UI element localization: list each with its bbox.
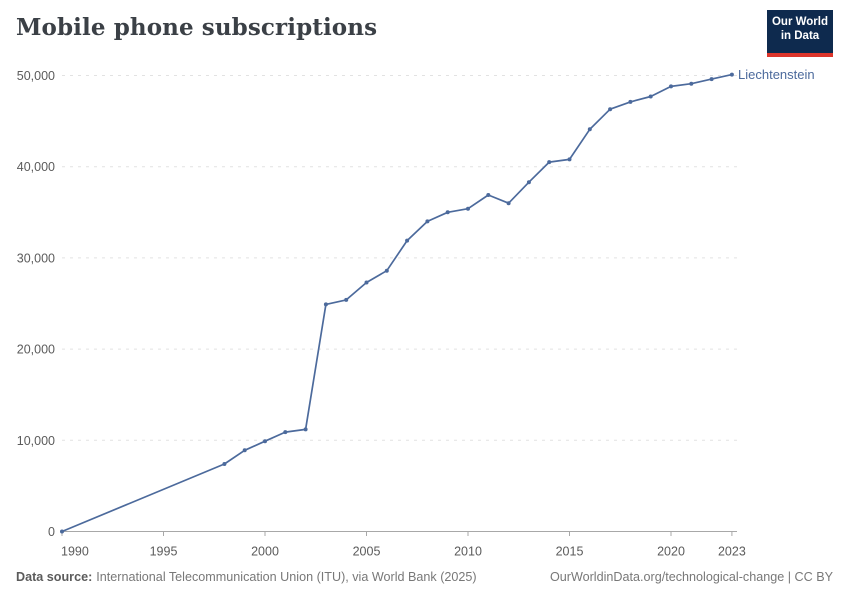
y-axis-tick-label: 30,000 (17, 251, 55, 265)
data-source-text: International Telecommunication Union (I… (96, 570, 477, 584)
data-point (263, 439, 267, 444)
credit-link[interactable]: OurWorldinData.org/technological-change … (549, 570, 833, 584)
data-source-note: Data source: International Telecommunicat… (16, 570, 477, 584)
y-axis-tick-label: 50,000 (17, 69, 55, 83)
data-point (547, 160, 552, 165)
x-axis-tick-label: 2020 (657, 545, 685, 559)
owid-logo-line1: Our World (771, 16, 828, 28)
data-point (587, 127, 592, 132)
data-point (445, 210, 450, 215)
data-point (425, 219, 430, 224)
data-point (648, 94, 653, 99)
data-point (60, 529, 64, 534)
data-line (61, 73, 733, 533)
data-point (222, 462, 227, 466)
y-axis-tick-label: 40,000 (17, 160, 55, 174)
series-label-liechtenstein: Liechtenstein (738, 67, 815, 82)
data-point (303, 427, 308, 432)
x-axis-tick-label: 2023 (718, 545, 746, 559)
data-point (283, 430, 288, 435)
y-axis-tick-label: 10,000 (17, 434, 55, 448)
data-point (669, 84, 673, 89)
data-point (344, 297, 349, 302)
data-point (729, 72, 734, 77)
y-axis-tick-label: 0 (48, 525, 55, 539)
data-point (709, 77, 714, 82)
data-point (384, 268, 389, 273)
data-point (405, 238, 410, 243)
data-point (526, 180, 531, 185)
data-point (486, 193, 491, 197)
data-point (506, 201, 511, 206)
data-point (323, 302, 328, 307)
x-axis-tick-label: 2005 (353, 545, 381, 559)
data-point (466, 206, 470, 211)
page-title: Mobile phone subscriptions (16, 14, 378, 41)
x-axis-tick-label: 1990 (61, 545, 89, 559)
data-point (689, 81, 694, 86)
data-point (364, 280, 369, 285)
x-axis-tick-label: 2010 (454, 545, 482, 559)
x-axis-tick-label: 2000 (251, 545, 279, 559)
data-point (242, 448, 247, 453)
data-point (608, 107, 613, 112)
data-source-label: Data source: (16, 570, 93, 584)
data-point (628, 99, 633, 104)
owid-logo-line2: in Data (780, 29, 820, 42)
x-axis-tick-label: 1995 (150, 545, 178, 559)
data-point (567, 157, 572, 162)
owid-logo[interactable]: Our World in Data (767, 10, 833, 57)
chart-footer: Data source: International Telecommunicat… (16, 570, 833, 584)
x-axis-tick-label: 2015 (556, 545, 584, 559)
y-axis-tick-label: 20,000 (17, 343, 55, 357)
